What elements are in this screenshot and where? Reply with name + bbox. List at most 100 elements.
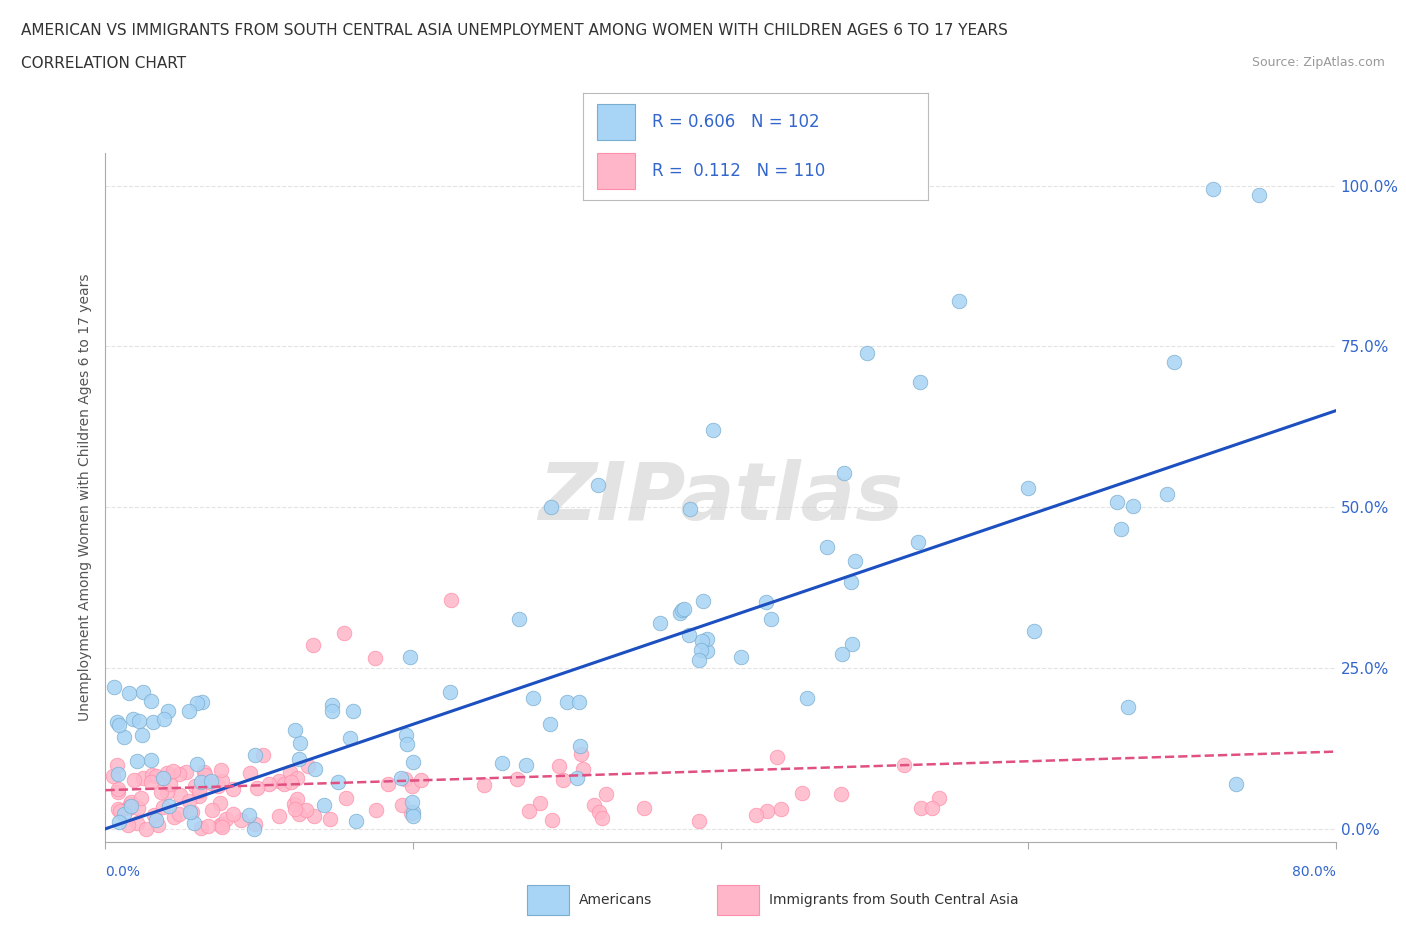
Point	[389, 771, 412, 786]
Point	[152, 770, 174, 785]
Point	[588, 804, 610, 819]
Point	[238, 807, 260, 822]
Point	[146, 817, 169, 832]
Point	[395, 737, 418, 751]
Point	[110, 804, 132, 818]
Point	[339, 730, 361, 745]
Point	[139, 775, 162, 790]
Point	[567, 695, 589, 710]
Point	[688, 814, 710, 829]
Point	[671, 603, 693, 618]
Point	[571, 761, 593, 776]
Point	[107, 784, 129, 799]
Point	[1116, 699, 1139, 714]
Point	[569, 747, 592, 762]
Point	[128, 713, 150, 728]
Point	[112, 730, 135, 745]
Point	[1122, 498, 1144, 513]
Point	[759, 611, 782, 626]
Point	[267, 774, 290, 789]
Point	[245, 817, 267, 831]
Point	[830, 787, 852, 802]
Point	[142, 714, 165, 729]
Point	[399, 649, 422, 664]
Point	[159, 777, 181, 791]
Point	[321, 703, 343, 718]
Point	[702, 422, 724, 437]
Point	[522, 691, 544, 706]
Point	[211, 819, 233, 834]
Point	[439, 684, 461, 699]
Point	[529, 796, 551, 811]
Point	[135, 821, 157, 836]
Point	[363, 651, 385, 666]
Point	[118, 797, 141, 812]
Point	[246, 780, 269, 795]
Point	[304, 762, 326, 777]
Point	[565, 771, 588, 786]
Point	[209, 763, 232, 777]
Point	[910, 375, 932, 390]
Point	[335, 791, 357, 806]
Point	[267, 808, 290, 823]
Point	[117, 817, 139, 832]
Point	[844, 553, 866, 568]
Point	[319, 812, 342, 827]
Point	[243, 747, 266, 762]
Point	[568, 738, 591, 753]
Point	[280, 774, 302, 789]
Point	[302, 808, 325, 823]
Point	[796, 691, 818, 706]
Text: ZIPatlas: ZIPatlas	[538, 458, 903, 537]
Point	[1225, 777, 1247, 791]
Point	[517, 804, 540, 818]
Point	[333, 625, 356, 640]
Point	[167, 806, 190, 821]
Point	[127, 801, 149, 816]
Point	[152, 711, 174, 726]
Point	[125, 754, 148, 769]
Point	[1105, 494, 1128, 509]
Point	[696, 632, 718, 647]
Point	[278, 764, 301, 779]
Point	[394, 772, 416, 787]
Point	[209, 817, 232, 832]
Point	[125, 816, 148, 830]
Point	[179, 793, 201, 808]
Point	[377, 777, 399, 791]
Point	[184, 779, 207, 794]
Point	[191, 695, 214, 710]
Point	[815, 540, 838, 555]
Point	[121, 711, 143, 726]
Point	[122, 772, 145, 787]
Point	[586, 477, 609, 492]
Point	[183, 816, 205, 830]
Point	[200, 774, 222, 789]
Point	[515, 758, 537, 773]
Point	[910, 801, 932, 816]
Point	[440, 593, 463, 608]
Point	[162, 764, 184, 778]
Point	[186, 695, 208, 710]
Point	[769, 802, 792, 817]
Point	[193, 764, 215, 779]
Point	[312, 798, 335, 813]
Point	[583, 797, 606, 812]
Point	[112, 806, 135, 821]
Point	[108, 718, 131, 733]
Point	[150, 784, 173, 799]
Point	[1017, 481, 1039, 496]
Point	[692, 633, 714, 648]
Point	[841, 636, 863, 651]
Point	[401, 778, 423, 793]
Point	[190, 820, 212, 835]
Point	[855, 345, 877, 360]
Point	[1022, 623, 1045, 638]
Point	[288, 735, 311, 750]
Point	[831, 646, 853, 661]
Point	[141, 768, 163, 783]
Point	[1163, 355, 1185, 370]
Point	[541, 812, 564, 827]
Point	[790, 786, 813, 801]
Point	[188, 789, 211, 804]
